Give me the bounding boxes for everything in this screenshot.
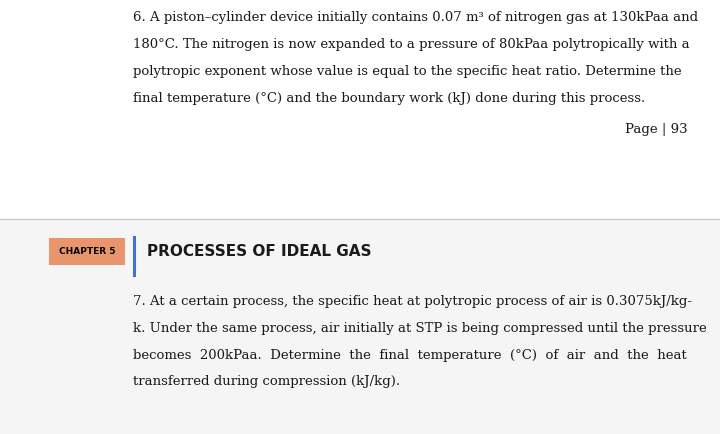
Text: Page | 93: Page | 93 <box>625 123 688 136</box>
Text: 6. A piston–cylinder device initially contains 0.07 m³ of nitrogen gas at 130kPa: 6. A piston–cylinder device initially co… <box>133 11 698 24</box>
Text: PROCESSES OF IDEAL GAS: PROCESSES OF IDEAL GAS <box>147 244 372 259</box>
Bar <box>0 0 720 219</box>
Text: polytropic exponent whose value is equal to the specific heat ratio. Determine t: polytropic exponent whose value is equal… <box>133 65 682 78</box>
FancyBboxPatch shape <box>49 238 125 265</box>
Bar <box>0 0 37 434</box>
Text: 180°C. The nitrogen is now expanded to a pressure of 80kPaa polytropically with : 180°C. The nitrogen is now expanded to a… <box>133 38 690 51</box>
Text: CHAPTER 5: CHAPTER 5 <box>58 247 115 256</box>
Bar <box>0 219 720 434</box>
Text: 7. At a certain process, the specific heat at polytropic process of air is 0.307: 7. At a certain process, the specific he… <box>133 295 692 308</box>
Text: final temperature (°C) and the boundary work (kJ) done during this process.: final temperature (°C) and the boundary … <box>133 92 645 105</box>
Text: k. Under the same process, air initially at STP is being compressed until the pr: k. Under the same process, air initially… <box>133 322 707 335</box>
Text: transferred during compression (kJ/kg).: transferred during compression (kJ/kg). <box>133 375 400 388</box>
Text: becomes  200kPaa.  Determine  the  final  temperature  (°C)  of  air  and  the  : becomes 200kPaa. Determine the final tem… <box>133 349 687 362</box>
